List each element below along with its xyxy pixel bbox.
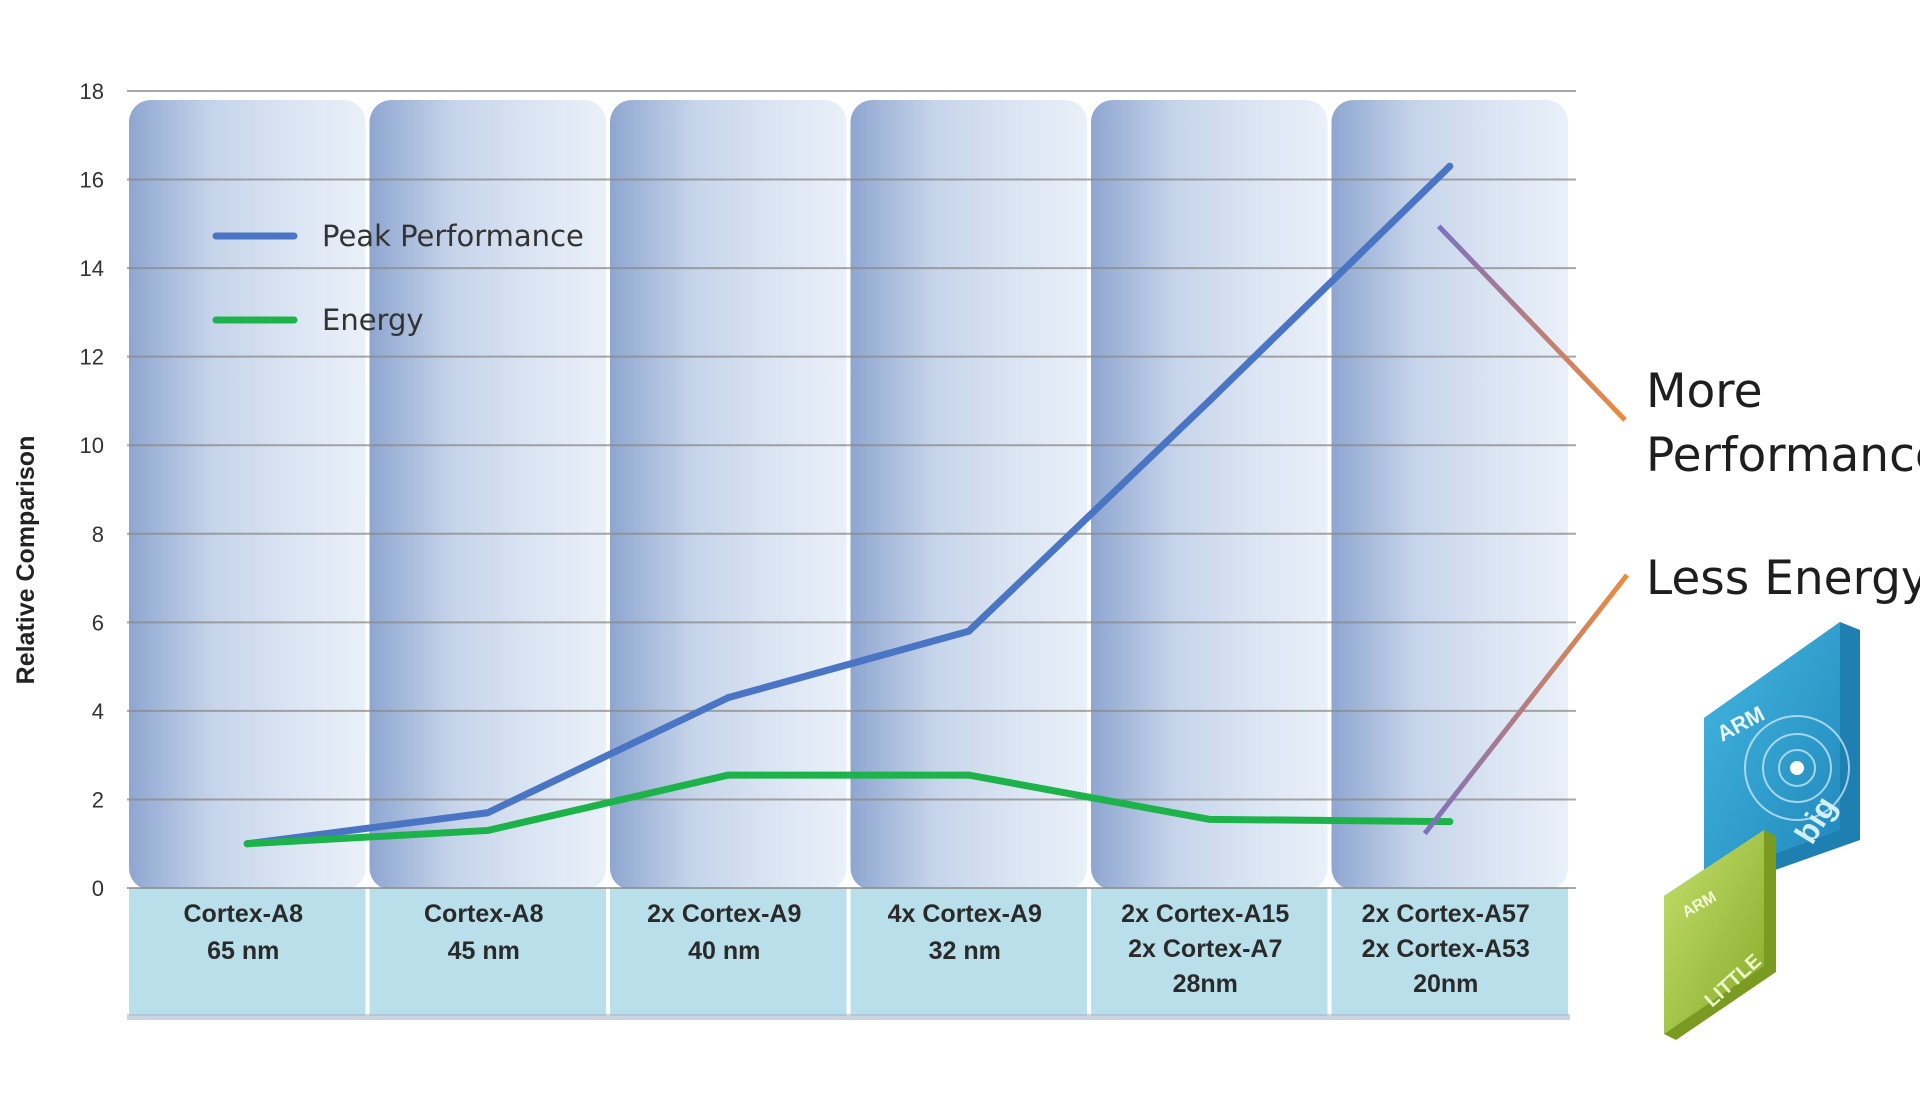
y-axis-title: Relative Comparison	[12, 436, 40, 685]
y-tick-label: 10	[80, 433, 104, 458]
x-tick-label: 2x Cortex-A9	[647, 900, 801, 928]
data-point	[724, 771, 732, 779]
x-tick-label: 2x Cortex-A53	[1362, 935, 1530, 963]
y-tick-label: 18	[80, 79, 104, 104]
data-point	[965, 627, 973, 635]
data-point	[1205, 815, 1213, 823]
legend: Peak Performance Energy	[212, 219, 584, 337]
y-tick-label: 0	[92, 876, 104, 901]
little-chip-icon	[1664, 830, 1764, 1034]
series-line-peak-performance	[243, 162, 1454, 848]
x-tick-label: 4x Cortex-A9	[888, 900, 1042, 928]
legend-label: Energy	[322, 303, 424, 337]
x-tick-label: 20nm	[1413, 970, 1478, 998]
chip-core	[1790, 761, 1804, 775]
x-tick-label: 40 nm	[688, 937, 760, 965]
callout-less-energy: Less Energy	[1646, 551, 1920, 606]
category-label-box	[1331, 888, 1568, 1016]
chip-ring	[1778, 749, 1816, 787]
x-tick-label: 28nm	[1173, 970, 1238, 998]
series-lines	[243, 162, 1454, 848]
callouts: More Performance Less Energy	[1422, 224, 1920, 836]
category-column	[850, 100, 1087, 890]
category-column	[610, 100, 847, 890]
chip-ring	[1744, 715, 1850, 821]
y-tick-label: 6	[92, 610, 104, 635]
callout-more-performance: Performance	[1646, 428, 1920, 483]
category-column	[1331, 100, 1568, 890]
category-column	[369, 100, 606, 890]
x-tick-label: 2x Cortex-A57	[1362, 900, 1530, 928]
data-point	[1446, 818, 1454, 826]
data-point	[1446, 162, 1454, 170]
data-point	[243, 840, 251, 848]
callout-line-energy	[1422, 573, 1629, 836]
y-tick-label: 4	[92, 699, 104, 724]
category-label-box	[1091, 888, 1328, 1016]
x-tick-label: Cortex-A8	[184, 900, 304, 928]
category-label-box	[610, 888, 847, 1016]
y-tick-label: 12	[80, 345, 104, 370]
x-tick-label: 45 nm	[448, 937, 520, 965]
legend-label: Peak Performance	[322, 219, 584, 253]
x-tick-label: 2x Cortex-A7	[1128, 935, 1282, 963]
data-point	[484, 826, 492, 834]
y-tick-label: 8	[92, 522, 104, 547]
chip-ring	[1762, 733, 1832, 803]
y-tick-label: 16	[80, 168, 104, 193]
x-tick-label: 2x Cortex-A15	[1121, 900, 1289, 928]
x-tick-label: Cortex-A8	[424, 900, 544, 928]
category-column	[1091, 100, 1328, 890]
gridlines	[127, 90, 1576, 889]
series-line-energy	[243, 771, 1454, 848]
x-axis-categories: Cortex-A8 65 nm Cortex-A8 45 nm 2x Cortex-A9…	[184, 900, 1530, 998]
column-backgrounds	[127, 100, 1570, 1020]
data-point	[1205, 397, 1213, 405]
big-chip-icon	[1704, 622, 1840, 880]
category-label-box	[129, 888, 366, 1016]
x-tick-label: 32 nm	[929, 937, 1001, 965]
y-tick-label: 14	[80, 256, 104, 281]
data-point	[965, 771, 973, 779]
y-axis-ticks: 0 2 4 6 8 10 12 14 16 18	[80, 79, 104, 901]
x-tick-label: 65 nm	[207, 937, 279, 965]
data-point	[484, 809, 492, 817]
baseline-shadow	[127, 1014, 1570, 1020]
y-tick-label: 2	[92, 787, 104, 812]
category-column	[129, 100, 366, 890]
callout-line-performance	[1436, 224, 1627, 422]
category-label-box	[850, 888, 1087, 1016]
data-point	[724, 694, 732, 702]
callout-more-performance: More	[1646, 364, 1763, 419]
category-label-box	[369, 888, 606, 1016]
